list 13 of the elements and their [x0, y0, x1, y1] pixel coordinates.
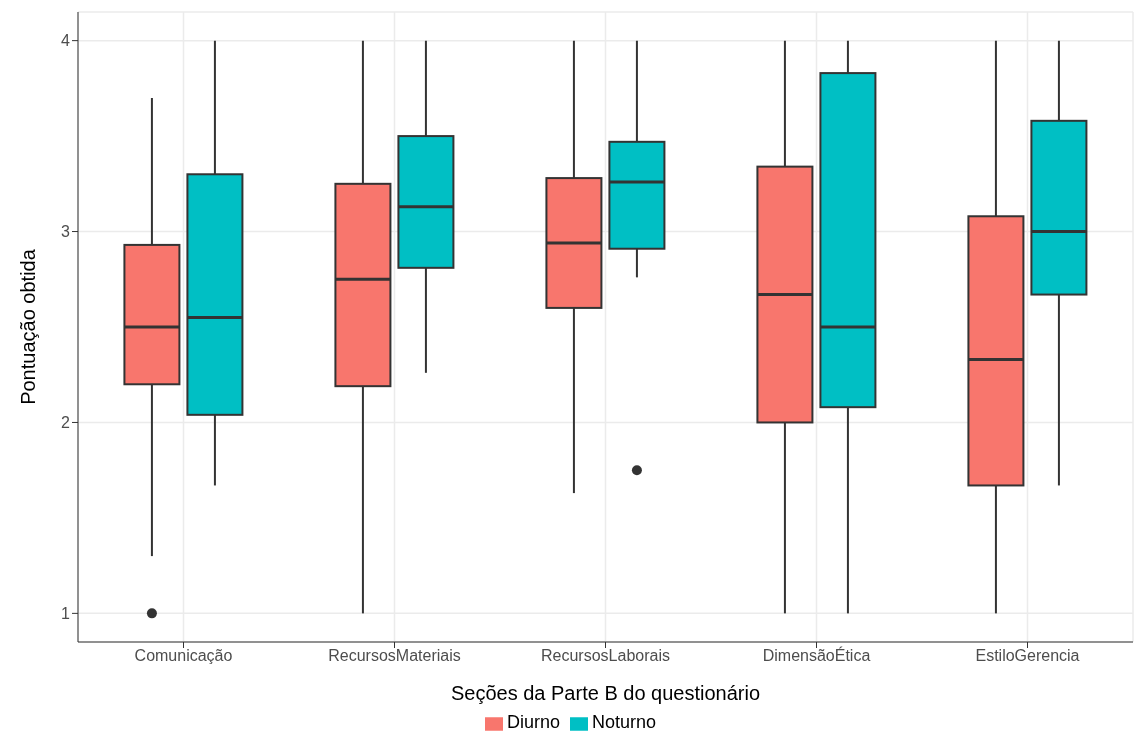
legend-label: Diurno [506, 712, 560, 732]
y-tick-label: 2 [61, 414, 71, 432]
legend-label: Noturno [591, 712, 657, 732]
y-tick-label: 1 [61, 605, 71, 623]
x-tick-label: RecursosMateriais [328, 647, 461, 665]
y-axis-title: Pontuação obtida [17, 248, 40, 405]
x-axis-title: Seções da Parte B do questionário [450, 682, 761, 704]
x-tick-label: Comunicação [134, 647, 233, 665]
x-tick-label: RecursosLaborais [541, 647, 670, 665]
y-tick-label: 3 [61, 223, 71, 241]
x-tick-label: DimensãoÉtica [762, 646, 871, 665]
y-tick-label: 4 [61, 32, 71, 50]
x-tick-label: EstiloGerencia [975, 647, 1080, 665]
